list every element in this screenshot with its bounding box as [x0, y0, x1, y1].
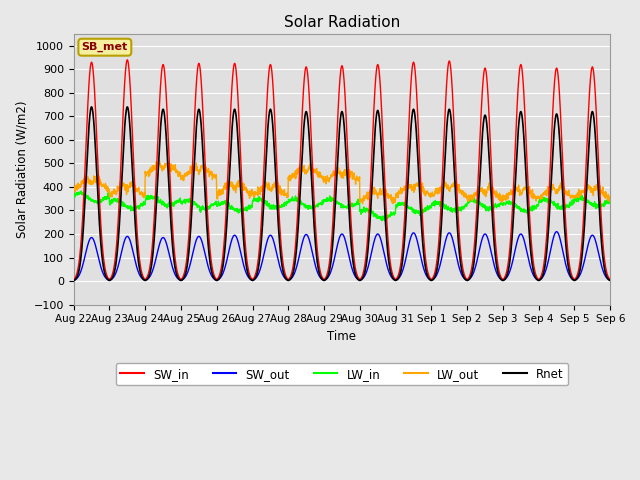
Y-axis label: Solar Radiation (W/m2): Solar Radiation (W/m2)	[15, 100, 28, 238]
X-axis label: Time: Time	[328, 330, 356, 343]
Legend: SW_in, SW_out, LW_in, LW_out, Rnet: SW_in, SW_out, LW_in, LW_out, Rnet	[116, 363, 568, 385]
Title: Solar Radiation: Solar Radiation	[284, 15, 400, 30]
Text: SB_met: SB_met	[82, 42, 128, 52]
